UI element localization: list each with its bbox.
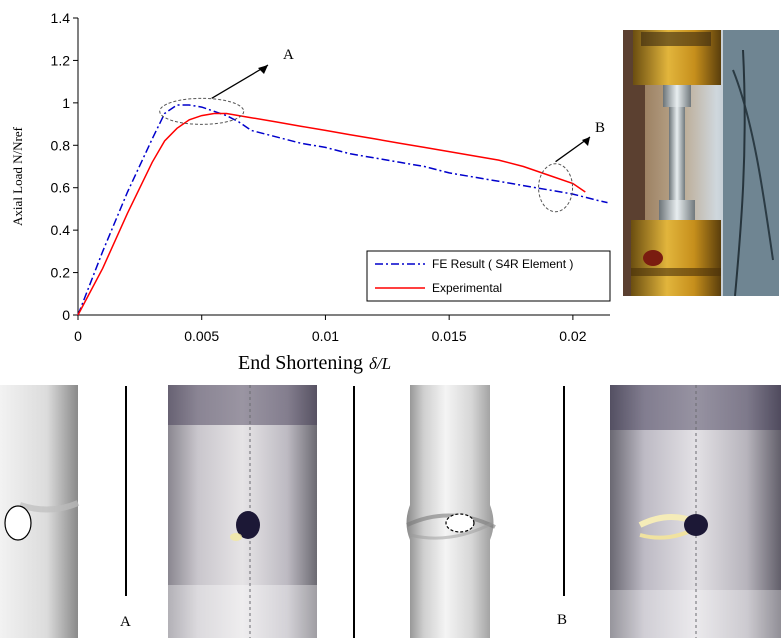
x-tick-label: 0 xyxy=(74,328,82,344)
annotation-ellipse-b xyxy=(538,163,574,213)
y-tick-label: 1.4 xyxy=(51,10,71,26)
test-rig-photo xyxy=(623,30,779,296)
annotation-arrowhead-a xyxy=(258,65,268,74)
chart-annotations: AB xyxy=(159,47,605,213)
figure-label-a: A xyxy=(120,614,131,630)
series-line-experimental xyxy=(77,112,586,316)
x-tick-label: 0.02 xyxy=(559,328,586,344)
y-tick-label: 0.2 xyxy=(51,265,71,281)
specimen-photo-a xyxy=(168,385,317,638)
y-tick-label: 0 xyxy=(62,307,70,323)
chart-legend: FE Result ( S4R Element ) Experimental xyxy=(366,250,611,302)
specimen-photo-b xyxy=(610,385,781,638)
x-tick-label: 0.005 xyxy=(184,328,219,344)
y-axis-label: Axial Load N/Nref xyxy=(10,126,25,226)
y-tick-label: 0.6 xyxy=(51,180,71,196)
divider-a xyxy=(125,386,127,596)
chart-series xyxy=(77,104,608,316)
annotation-arrow-a xyxy=(211,64,269,99)
fe-model-b-image xyxy=(395,385,515,638)
legend-label: FE Result ( S4R Element ) xyxy=(432,257,573,271)
figure-label-b: B xyxy=(557,612,568,628)
y-tick-label: 1 xyxy=(62,95,70,111)
fe-model-a-image xyxy=(0,385,80,638)
divider-center xyxy=(353,386,355,638)
legend-box xyxy=(366,250,611,302)
x-axis-label-text: End Shortening xyxy=(238,352,363,374)
x-axis-label: End Shortening δ/L xyxy=(238,352,391,375)
divider-b xyxy=(563,386,565,596)
y-tick-label: 0.8 xyxy=(51,137,71,153)
chart-axes: 0 0.2 0.4 0.6 0.8 1 1.2 1.4 0 0.005 0.01 0.015 0.02 A… xyxy=(10,10,610,344)
x-tick-label: 0.01 xyxy=(312,328,339,344)
x-tick-label: 0.015 xyxy=(432,328,467,344)
x-axis-label-math: δ/L xyxy=(369,354,392,373)
annotation-arrowhead-b xyxy=(582,137,590,146)
annotation-label-a: A xyxy=(283,47,294,63)
load-shortening-chart: 0 0.2 0.4 0.6 0.8 1 1.2 1.4 0 0.005 0.01 0.015 0.02 A… xyxy=(10,10,611,344)
series-line-fe-result xyxy=(77,104,608,316)
y-tick-label: 1.2 xyxy=(51,52,71,68)
annotation-ellipse-a xyxy=(159,97,245,125)
legend-label: Experimental xyxy=(432,281,502,295)
y-tick-label: 0.4 xyxy=(51,222,71,238)
annotation-label-b: B xyxy=(595,120,605,136)
